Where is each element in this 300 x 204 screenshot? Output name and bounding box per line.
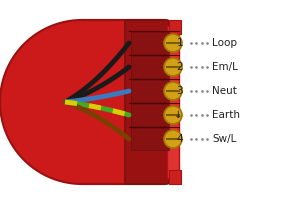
Text: Earth: Earth	[212, 110, 240, 120]
Bar	[131, 56, 169, 78]
Bar	[131, 80, 169, 102]
Circle shape	[164, 58, 182, 76]
Text: 4: 4	[176, 134, 183, 144]
Circle shape	[164, 82, 182, 100]
Text: 1: 1	[176, 38, 183, 48]
Text: 2: 2	[176, 62, 183, 72]
Circle shape	[164, 106, 182, 124]
FancyBboxPatch shape	[125, 20, 169, 184]
Bar	[131, 128, 169, 150]
Circle shape	[164, 34, 182, 52]
Text: 3: 3	[176, 86, 183, 96]
Circle shape	[164, 130, 182, 148]
Text: Neut: Neut	[212, 86, 237, 96]
Polygon shape	[0, 20, 165, 184]
Bar	[169, 170, 181, 184]
Bar	[131, 32, 169, 54]
Text: Sw/L: Sw/L	[212, 134, 236, 144]
Text: Em/L: Em/L	[212, 62, 238, 72]
Text: Loop: Loop	[212, 38, 237, 48]
Bar	[169, 20, 181, 34]
Text: ↓: ↓	[174, 110, 183, 120]
Bar	[167, 26, 179, 178]
Bar	[131, 104, 169, 126]
